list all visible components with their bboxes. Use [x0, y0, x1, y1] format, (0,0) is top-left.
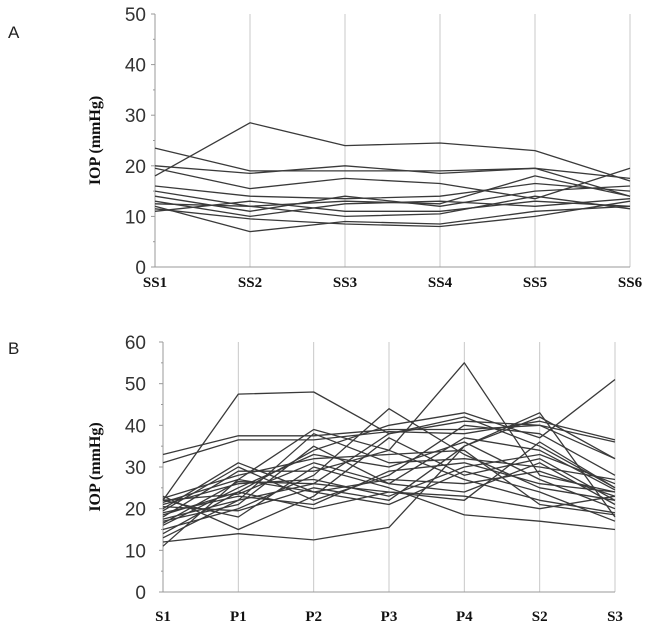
ytick-label-b-50: 50	[125, 375, 146, 396]
series-line-a-10	[154, 200, 631, 228]
panel-letter-b: B	[8, 339, 19, 358]
ytick-label-b-10: 10	[125, 541, 146, 562]
ytick-label-b-30: 30	[125, 458, 146, 479]
series-line-b-12	[162, 462, 616, 514]
series-line-a-8	[154, 198, 631, 218]
ytick-label-a-40: 40	[125, 56, 146, 77]
ytick-label-a-0: 0	[135, 258, 146, 279]
ytick-label-a-50: 50	[125, 5, 146, 26]
series-line-b-2	[162, 420, 616, 464]
series-line-a-7	[154, 185, 631, 212]
series-line-a-11	[154, 200, 631, 212]
xtick-label-a-ss6: SS6	[618, 275, 643, 291]
ytick-label-b-60: 60	[125, 333, 146, 354]
series-line-b-15	[162, 466, 616, 531]
ytick-label-b-0: 0	[135, 583, 146, 604]
series-line-b-16	[162, 437, 616, 531]
series-line-a-12	[154, 195, 631, 218]
series-line-b-24	[162, 437, 616, 501]
series-line-b-20	[162, 470, 616, 522]
ytick-label-a-20: 20	[125, 157, 146, 178]
ytick-label-a-30: 30	[125, 106, 146, 127]
series-line-b-22	[162, 424, 616, 512]
series-line-a-2	[154, 122, 631, 182]
series-line-b-23	[162, 480, 616, 524]
ytick-label-b-40: 40	[125, 416, 146, 437]
series-line-b-8	[162, 408, 616, 531]
ytick-label-b-20: 20	[125, 500, 146, 521]
xtick-label-a-ss3: SS3	[333, 275, 357, 291]
xtick-label-b-s2: S2	[532, 609, 548, 625]
chart-a: 0 10 20 30 40 50 IOP (mmHg) SS1 SS2 SS3 SS4 SS5 SS6	[87, 5, 643, 291]
series-line-b-14	[162, 453, 616, 506]
y-axis-title-a: IOP (mmHg)	[87, 96, 104, 185]
series-line-b-18	[162, 416, 616, 512]
xtick-label-b-p2: P2	[305, 609, 322, 625]
xtick-label-b-p1: P1	[230, 609, 247, 625]
xtick-label-b-p4: P4	[456, 609, 473, 625]
series-line-b-17	[162, 449, 616, 516]
series-line-a-3	[154, 165, 631, 180]
y-axis-title-b: IOP (mmHg)	[87, 422, 104, 511]
series-line-b-21	[162, 433, 616, 520]
panel-letter-a: A	[8, 23, 20, 42]
series-line-a-4	[154, 167, 631, 200]
xtick-label-a-ss2: SS2	[238, 275, 262, 291]
series-line-b-5	[162, 412, 616, 543]
xtick-label-a-ss1: SS1	[143, 275, 167, 291]
series-line-b-9	[162, 441, 616, 526]
xtick-label-b-s3: S3	[607, 609, 623, 625]
series-line-a-1	[154, 147, 631, 197]
xtick-label-b-s1: S1	[155, 609, 171, 625]
series-line-b-13	[162, 462, 616, 510]
series-line-a-5	[154, 182, 631, 200]
series-line-a-9	[154, 205, 631, 233]
xtick-label-a-ss5: SS5	[523, 275, 547, 291]
xtick-label-b-p3: P3	[381, 609, 398, 625]
ytick-label-a-10: 10	[125, 207, 146, 228]
series-line-b-11	[162, 449, 616, 518]
xtick-label-a-ss4: SS4	[428, 275, 453, 291]
chart-b: 0 10 20 30 40 50 60 IOP (mmHg) S1 P1 P2 P3 P4 S2 S3	[87, 333, 623, 625]
